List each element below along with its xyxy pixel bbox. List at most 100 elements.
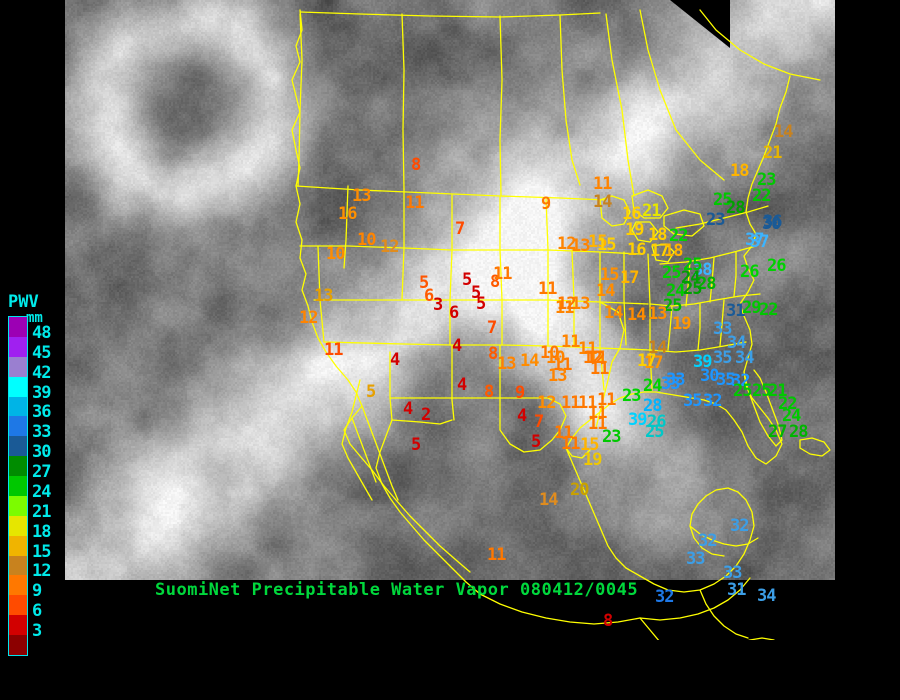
station-pwv-value: 12 bbox=[380, 237, 400, 257]
station-pwv-value: 39 bbox=[693, 352, 713, 372]
station-pwv-value: 11 bbox=[405, 193, 425, 213]
station-pwv-value: 32 bbox=[698, 531, 718, 551]
station-pwv-value: 11 bbox=[590, 359, 610, 379]
station-pwv-value: 32 bbox=[703, 391, 723, 411]
station-pwv-value: 19 bbox=[583, 450, 603, 470]
station-pwv-value: 36 bbox=[763, 212, 783, 232]
station-pwv-value: 11 bbox=[588, 348, 608, 368]
station-pwv-value: 11 bbox=[588, 403, 608, 423]
station-pwv-value: 35 bbox=[716, 370, 736, 390]
station-pwv-value: 14 bbox=[648, 338, 668, 358]
station-pwv-value: 8 bbox=[490, 272, 500, 292]
station-pwv-value: 11 bbox=[555, 298, 575, 318]
map-border-path bbox=[799, 437, 831, 457]
station-pwv-value: 28 bbox=[697, 274, 717, 294]
station-pwv-value: 14 bbox=[627, 305, 647, 325]
colorbar-swatch bbox=[9, 555, 27, 576]
station-pwv-value: 12 bbox=[557, 234, 577, 254]
station-pwv-value: 23 bbox=[622, 386, 642, 406]
map-border-path bbox=[343, 185, 349, 269]
map-border-path bbox=[659, 245, 757, 265]
colorbar-tick: 18 bbox=[32, 521, 52, 542]
map-border-path bbox=[451, 344, 455, 421]
map-border-path bbox=[545, 197, 549, 346]
map-border-path bbox=[685, 261, 691, 307]
map-border-path bbox=[571, 249, 575, 346]
station-pwv-value: 8 bbox=[488, 344, 498, 364]
map-border-path bbox=[375, 419, 481, 595]
station-pwv-value: 28 bbox=[643, 396, 663, 416]
station-pwv-value: 21 bbox=[763, 143, 783, 163]
station-pwv-value: 13 bbox=[352, 186, 372, 206]
station-pwv-value: 33 bbox=[686, 549, 706, 569]
station-pwv-value: 20 bbox=[570, 480, 590, 500]
station-pwv-value: 11 bbox=[561, 393, 581, 413]
station-pwv-value: 30 bbox=[762, 214, 782, 234]
map-border-path bbox=[699, 9, 821, 81]
station-pwv-value: 14 bbox=[604, 303, 624, 323]
colorbar-swatch bbox=[9, 376, 27, 397]
station-pwv-value: 11 bbox=[554, 423, 574, 443]
station-pwv-value: 37 bbox=[745, 230, 765, 250]
station-pwv-value: 8 bbox=[484, 382, 494, 402]
station-pwv-value: 11 bbox=[588, 414, 608, 434]
map-border-path bbox=[605, 13, 635, 197]
station-pwv-value: 4 bbox=[403, 399, 413, 419]
station-pwv-value: 11 bbox=[593, 174, 613, 194]
map-border-path bbox=[389, 351, 393, 421]
colorbar-swatch bbox=[9, 317, 27, 337]
station-pwv-value: 38 bbox=[693, 260, 713, 280]
map-border-path bbox=[719, 299, 725, 347]
map-border-path bbox=[565, 411, 601, 459]
map-border-path bbox=[675, 205, 769, 229]
station-pwv-value: 18 bbox=[664, 241, 684, 261]
colorbar-swatch bbox=[9, 356, 27, 377]
station-pwv-value: 11 bbox=[597, 390, 617, 410]
map-border-path bbox=[299, 11, 601, 18]
station-pwv-value: 26 bbox=[767, 256, 787, 276]
station-pwv-value: 28 bbox=[789, 422, 809, 442]
map-border-path bbox=[449, 194, 453, 346]
station-pwv-value: 34 bbox=[727, 333, 747, 353]
colorbar-swatch bbox=[9, 476, 27, 496]
station-pwv-value: 11 bbox=[561, 332, 581, 352]
station-pwv-value: 4 bbox=[517, 406, 527, 426]
map-border-path bbox=[599, 75, 791, 465]
station-pwv-value: 33 bbox=[723, 563, 743, 583]
station-pwv-value: 25 bbox=[683, 279, 703, 299]
map-border-path bbox=[351, 417, 377, 483]
station-pwv-value: 25 bbox=[733, 381, 753, 401]
colorbar-tick: 45 bbox=[32, 342, 52, 363]
station-pwv-value: 25 bbox=[663, 296, 683, 316]
station-pwv-value: 17 bbox=[644, 353, 664, 373]
map-border-path bbox=[697, 303, 701, 351]
colorbar-swatch bbox=[9, 515, 27, 536]
map-border-path bbox=[631, 189, 669, 219]
station-pwv-value: 9 bbox=[541, 194, 551, 214]
map-border-path bbox=[663, 209, 705, 237]
map-border-path bbox=[299, 245, 641, 255]
station-pwv-value: 7 bbox=[487, 318, 497, 338]
station-pwv-value: 24 bbox=[666, 281, 686, 301]
colorbar-tick: 27 bbox=[32, 462, 52, 483]
station-pwv-value: 28 bbox=[726, 198, 746, 218]
map-border-path bbox=[361, 405, 399, 501]
station-pwv-value: 14 bbox=[774, 122, 794, 142]
station-pwv-value: 9 bbox=[515, 383, 525, 403]
station-pwv-value: 16 bbox=[338, 204, 358, 224]
station-pwv-value: 11 bbox=[553, 355, 573, 375]
map-border-path bbox=[559, 14, 581, 186]
colorbar-tick: 6 bbox=[32, 601, 42, 622]
station-pwv-value: 13 bbox=[571, 294, 591, 314]
station-pwv-value: 18 bbox=[648, 225, 668, 245]
station-pwv-value: 25 bbox=[752, 381, 772, 401]
station-pwv-value: 24 bbox=[643, 376, 663, 396]
station-pwv-value: 6 bbox=[424, 286, 434, 306]
station-pwv-value: 34 bbox=[735, 348, 755, 368]
colorbar-tick: 36 bbox=[32, 402, 52, 423]
colorbar-swatch bbox=[9, 416, 27, 437]
colorbar-title: PWV bbox=[8, 292, 39, 312]
station-pwv-value: 23 bbox=[706, 210, 726, 230]
colorbar-swatch bbox=[9, 635, 27, 655]
map-border-path bbox=[631, 221, 659, 243]
